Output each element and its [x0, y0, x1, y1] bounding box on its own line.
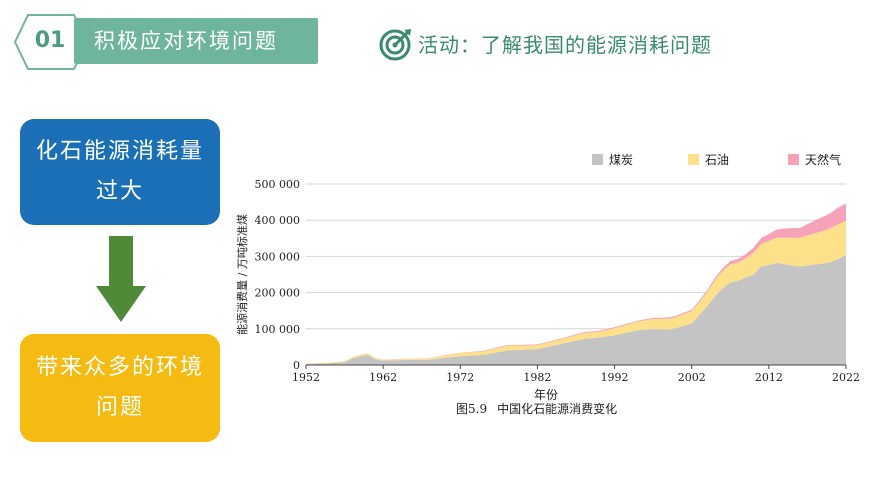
x-tick-label: 2012: [755, 371, 783, 384]
section-number: 01: [34, 28, 66, 53]
x-tick-label: 1952: [292, 371, 320, 384]
activity-title: 活动：了解我国的能源消耗问题: [418, 33, 712, 57]
header-title-bar: [74, 18, 318, 64]
y-axis-label: 能源消费量 / 万吨标准煤: [235, 214, 249, 335]
x-tick-label: 2002: [678, 371, 706, 384]
x-tick-label: 2022: [832, 371, 860, 384]
y-tick-label: 300 000: [255, 250, 301, 263]
legend-label: 石油: [705, 153, 729, 167]
x-tick-label: 1972: [446, 371, 474, 384]
legend-label: 天然气: [805, 152, 841, 167]
cause-line-2: 过大: [95, 179, 144, 204]
effect-line-2: 问题: [95, 395, 144, 420]
cause-line-1: 化石能源消耗量: [35, 139, 204, 164]
x-tick-label: 1992: [601, 371, 629, 384]
target-icon: [379, 29, 411, 61]
figure-caption-text: 中国化石能源消费变化: [497, 402, 618, 416]
y-tick-label: 0: [293, 359, 300, 372]
figure-caption: 图5.9 中国化石能源消费变化: [456, 400, 627, 417]
x-axis-label: 年份: [534, 388, 558, 402]
x-tick-label: 1982: [523, 371, 551, 384]
cause-box: 化石能源消耗量 过大: [20, 119, 220, 225]
section-title: 积极应对环境问题: [94, 29, 278, 53]
y-tick-label: 500 000: [255, 178, 301, 191]
y-tick-label: 400 000: [255, 214, 301, 227]
y-tick-label: 200 000: [255, 287, 301, 300]
legend-swatch: [592, 154, 603, 165]
x-tick-label: 1962: [369, 371, 397, 384]
legend-swatch: [788, 154, 799, 165]
header-hexagon: [14, 14, 90, 70]
area-series-2: [306, 220, 846, 364]
energy-consumption-chart: 0 100 000 200 000 300 000 400 000 500 000 1952…: [235, 152, 860, 402]
y-tick-label: 100 000: [255, 323, 301, 336]
area-series-1: [306, 254, 846, 365]
legend-label: 煤炭: [609, 153, 633, 167]
effect-line-1: 带来众多的环境: [35, 355, 204, 380]
legend-swatch: [688, 154, 699, 165]
down-arrow-icon: [96, 236, 146, 322]
figure-number: 图5.9: [456, 402, 488, 416]
effect-box: 带来众多的环境 问题: [20, 334, 220, 442]
